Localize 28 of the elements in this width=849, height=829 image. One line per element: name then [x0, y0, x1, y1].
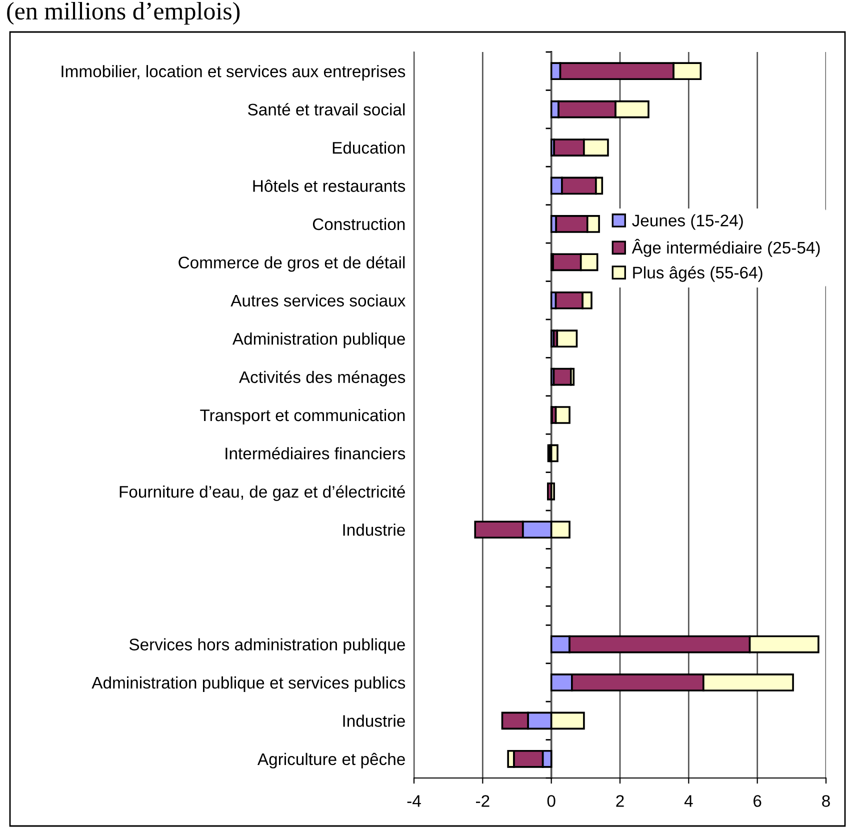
y-tick-label: Administration publique et services publics — [92, 676, 406, 692]
y-tick-label: Intermédiaires financiers — [226, 446, 406, 460]
y-tick-label: Hôtels et restaurants — [253, 180, 406, 192]
legend-label: Jeunes (15-24) — [632, 214, 743, 230]
text: (en millions d’emplois) — [7, 2, 240, 25]
y-tick-label: Fourniture d’eau, de gaz et d’électricité — [120, 485, 405, 502]
x-tick-label: -4 — [407, 795, 421, 807]
x-tick-label: -2 — [476, 795, 490, 807]
y-tick-label: Immobilier, location et services aux entreprises — [62, 65, 406, 81]
legend-label: Plus âgés (55-64) — [633, 266, 762, 282]
x-tick-label: 0 — [547, 795, 556, 807]
y-tick-label: Transport et communication — [200, 408, 405, 424]
x-tick-label: 2 — [616, 795, 624, 807]
y-tick-label: Administration publique — [232, 332, 405, 348]
y-tick-label: Construction — [312, 218, 405, 230]
y-tick-label: Commerce de gros et de détail — [178, 256, 405, 272]
y-tick-label: Santé et travail social — [248, 103, 405, 116]
legend-label: Âge intermédiaire (25-54) — [632, 238, 820, 257]
y-tick-label: Education — [332, 141, 405, 154]
y-tick-label: Activités des ménages — [238, 370, 406, 386]
y-tick-label: Services hors administration publique — [129, 638, 405, 654]
x-tick-label: 8 — [822, 795, 830, 807]
x-tick-label: 6 — [754, 795, 762, 807]
y-tick-label: Autres services sociaux — [230, 294, 406, 307]
y-tick-label: Agriculture et pêche — [257, 752, 405, 768]
y-tick-label: Industrie — [343, 714, 405, 727]
y-tick-label: Industrie — [343, 524, 405, 536]
x-tick-label: 4 — [684, 795, 693, 807]
